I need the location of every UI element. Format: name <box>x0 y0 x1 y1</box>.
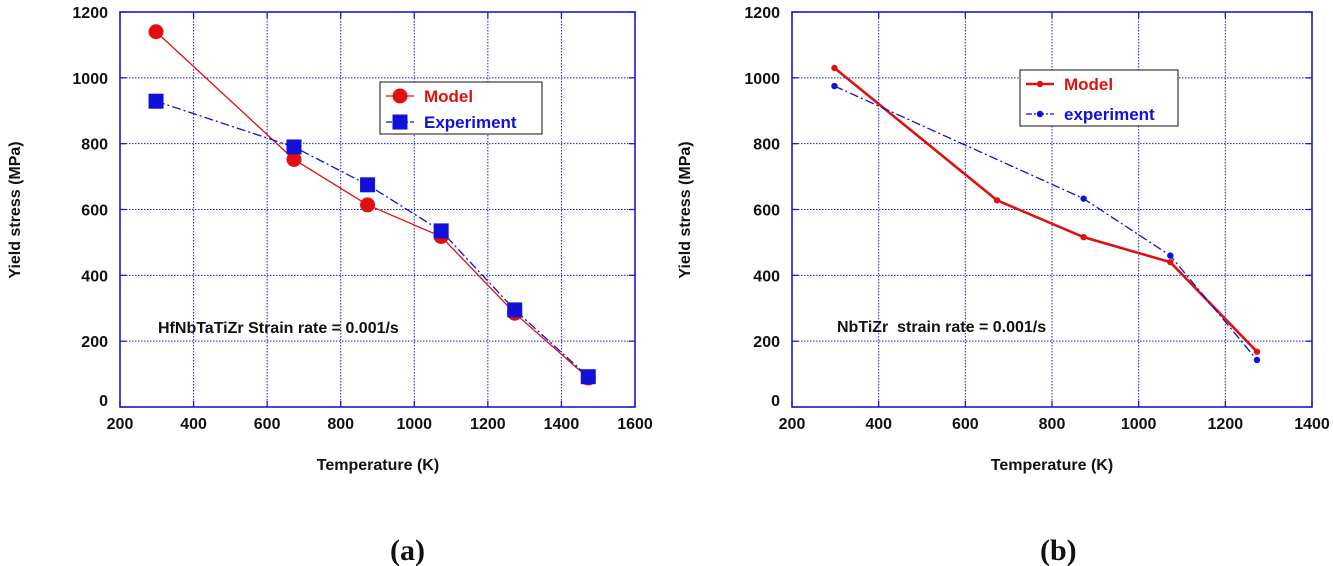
x-tick-label: 1000 <box>1121 416 1157 433</box>
legend-label: Model <box>424 87 473 106</box>
y-tick-label: 1000 <box>72 71 108 88</box>
legend-marker <box>392 114 408 130</box>
x-tick-label: 400 <box>180 416 207 433</box>
x-tick-label: 200 <box>107 416 134 433</box>
legend: Model Experiment <box>379 81 543 135</box>
data-point <box>286 151 302 167</box>
data-point <box>1080 195 1087 202</box>
x-tick-label: 1400 <box>1294 416 1330 433</box>
data-point <box>1253 356 1261 364</box>
y-tick-label: 0 <box>771 393 780 410</box>
y-tick-label: 400 <box>753 268 780 285</box>
data-point <box>360 197 376 213</box>
series-line <box>155 31 589 379</box>
y-axis-title: Yield stress (MPa) <box>7 141 24 278</box>
data-point <box>1080 233 1087 241</box>
data-point <box>148 24 164 40</box>
y-tick-label: 400 <box>81 268 108 285</box>
chart-annotation: HfNbTaTiZr Strain rate = 0.001/s <box>158 320 399 337</box>
data-point <box>286 139 302 155</box>
data-point <box>831 64 838 72</box>
data-point <box>1253 348 1261 355</box>
y-tick-label: 1200 <box>744 5 780 22</box>
legend-label: experiment <box>1064 105 1155 124</box>
y-tick-label: 1200 <box>72 5 108 22</box>
legend-label: Model <box>1064 75 1113 94</box>
legend: Model experiment <box>1019 69 1179 127</box>
data-point <box>1167 258 1174 266</box>
panel-label: (a) <box>390 534 425 566</box>
y-tick-label: 200 <box>753 334 780 351</box>
series-line <box>834 85 1258 361</box>
series-experiment <box>831 82 1261 364</box>
x-axis-title: Temperature (K) <box>317 457 439 474</box>
legend-marker <box>392 88 408 104</box>
x-axis-title: Temperature (K) <box>991 457 1113 474</box>
chart-panel-b: 200 400 600 800 1000 1200 1400 0 200 400 600 800 100… <box>677 5 1330 566</box>
y-tick-label: 600 <box>81 203 108 220</box>
panel-label: (b) <box>1040 534 1077 566</box>
legend-marker <box>1036 80 1044 88</box>
series-experiment <box>148 93 596 385</box>
legend-box <box>1019 69 1179 127</box>
data-point <box>433 223 449 239</box>
legend-label: Experiment <box>424 113 517 132</box>
x-tick-label: 1000 <box>396 416 432 433</box>
y-tick-label: 200 <box>81 334 108 351</box>
x-tick-label: 200 <box>779 416 806 433</box>
x-tick-label: 800 <box>1039 416 1066 433</box>
data-point <box>148 93 164 109</box>
y-tick-label: 0 <box>99 393 108 410</box>
y-axis-title: Yield stress (MPa) <box>677 141 694 278</box>
data-point <box>580 369 596 385</box>
x-tick-label: 1200 <box>470 416 506 433</box>
chart-annotation: NbTiZr strain rate = 0.001/s <box>837 319 1046 336</box>
x-tick-label: 600 <box>254 416 281 433</box>
data-point <box>360 177 376 193</box>
series-model <box>831 64 1261 355</box>
data-point <box>993 197 1001 204</box>
x-tick-label: 600 <box>952 416 979 433</box>
y-tick-label: 800 <box>753 137 780 154</box>
y-tick-label: 800 <box>81 137 108 154</box>
data-point <box>507 302 523 318</box>
chart-panel-a: 200 400 600 800 1000 1200 1400 1600 0 200 400 600 80… <box>7 5 653 566</box>
data-point <box>831 82 838 90</box>
legend-marker <box>1036 110 1044 118</box>
y-tick-label: 600 <box>753 203 780 220</box>
x-tick-label: 1600 <box>617 416 653 433</box>
series-line <box>155 100 589 378</box>
x-tick-label: 400 <box>865 416 892 433</box>
data-point <box>1167 252 1174 259</box>
x-tick-label: 1400 <box>544 416 580 433</box>
x-tick-label: 1200 <box>1208 416 1244 433</box>
x-tick-label: 800 <box>327 416 354 433</box>
y-tick-label: 1000 <box>744 71 780 88</box>
